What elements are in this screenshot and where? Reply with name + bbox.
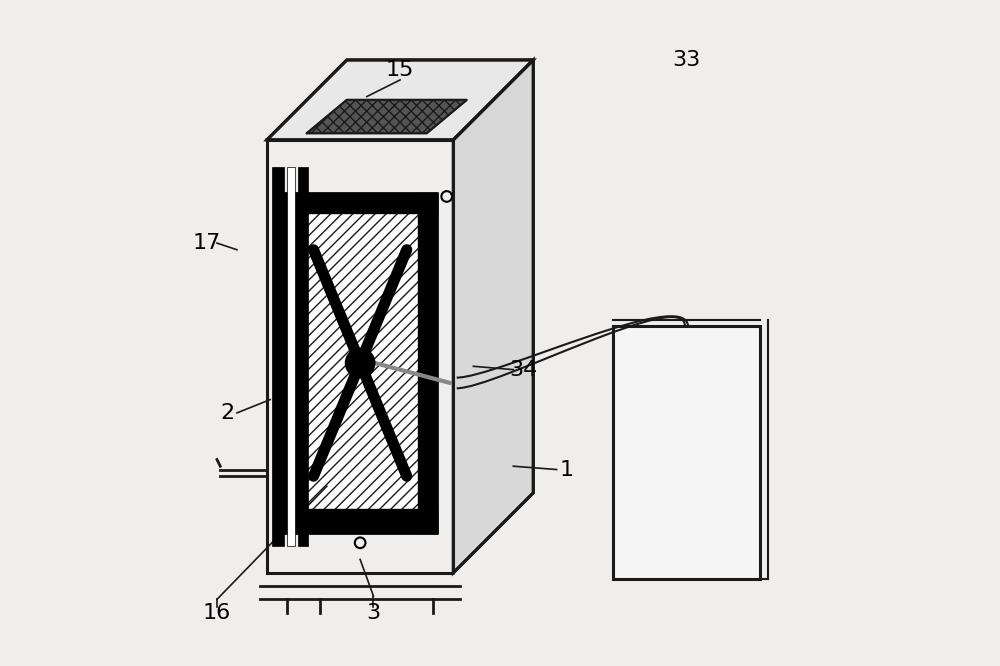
Text: 1: 1 [560, 460, 574, 480]
Polygon shape [284, 509, 437, 533]
Polygon shape [284, 193, 302, 533]
Polygon shape [418, 193, 437, 533]
Bar [613, 326, 760, 579]
Polygon shape [284, 193, 437, 533]
Polygon shape [272, 166, 284, 546]
Text: 16: 16 [203, 603, 231, 623]
Polygon shape [267, 60, 533, 140]
Text: 15: 15 [386, 60, 414, 80]
Text: 17: 17 [193, 233, 221, 253]
Polygon shape [284, 193, 437, 213]
Text: 33: 33 [672, 50, 701, 70]
Polygon shape [287, 166, 295, 546]
Circle shape [345, 348, 375, 378]
Polygon shape [307, 100, 467, 133]
Text: 34: 34 [509, 360, 537, 380]
Polygon shape [298, 166, 308, 546]
Text: 3: 3 [366, 603, 381, 623]
Polygon shape [453, 60, 533, 573]
Text: 2: 2 [220, 403, 234, 423]
